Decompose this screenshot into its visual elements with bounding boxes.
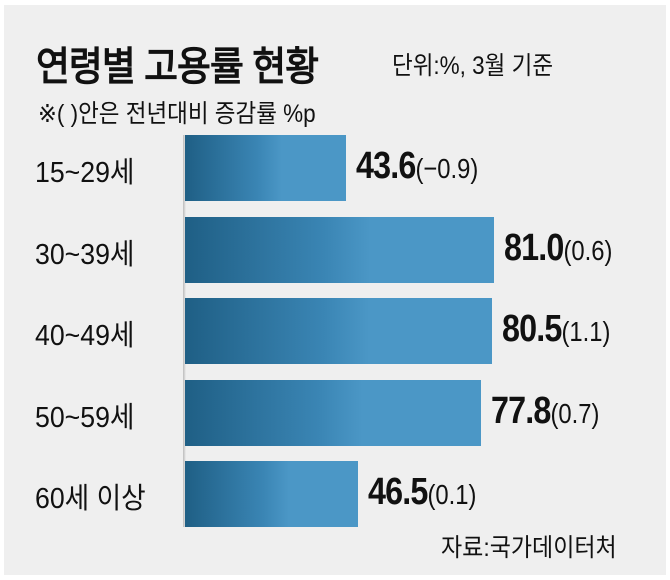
category-label: 60세 이상	[35, 483, 146, 515]
bar	[185, 461, 358, 527]
bar	[185, 217, 494, 283]
chart-title: 연령별 고용률 현황	[36, 45, 319, 89]
value-number: 77.8	[491, 390, 551, 432]
change-label: (0.6)	[563, 235, 613, 266]
value-number: 81.0	[504, 227, 564, 269]
value-label: 80.5(1.1)	[502, 308, 610, 351]
axis-line	[183, 135, 186, 527]
value-label: 43.6(−0.9)	[356, 145, 478, 188]
value-number: 80.5	[502, 308, 562, 350]
bar-row: 50~59세 77.8(0.7)	[0, 380, 670, 446]
category-label: 15~29세	[35, 157, 135, 189]
change-label: (−0.9)	[415, 153, 479, 184]
change-label: (0.1)	[427, 479, 477, 510]
value-label: 77.8(0.7)	[491, 390, 599, 433]
bar	[185, 380, 481, 446]
value-number: 46.5	[368, 471, 428, 513]
value-label: 46.5(0.1)	[368, 471, 476, 514]
bar-row: 40~49세 80.5(1.1)	[0, 298, 670, 364]
bar-row: 30~39세 81.0(0.6)	[0, 217, 670, 283]
change-label: (0.7)	[550, 398, 600, 429]
value-label: 81.0(0.6)	[504, 227, 612, 270]
bar	[185, 135, 346, 201]
bar-row: 15~29세 43.6(−0.9)	[0, 135, 670, 201]
source-note: 자료:국가데이터처	[441, 534, 617, 562]
category-label: 40~49세	[35, 320, 135, 352]
category-label: 30~39세	[35, 239, 135, 271]
change-label: (1.1)	[561, 316, 611, 347]
value-number: 43.6	[356, 145, 416, 187]
unit-note: 단위:%, 3월 기준	[392, 52, 554, 80]
footnote: ※( )안은 전년대비 증감률 %p	[38, 100, 316, 128]
bar-row: 60세 이상 46.5(0.1)	[0, 461, 670, 527]
bar	[185, 298, 492, 364]
category-label: 50~59세	[35, 402, 135, 434]
